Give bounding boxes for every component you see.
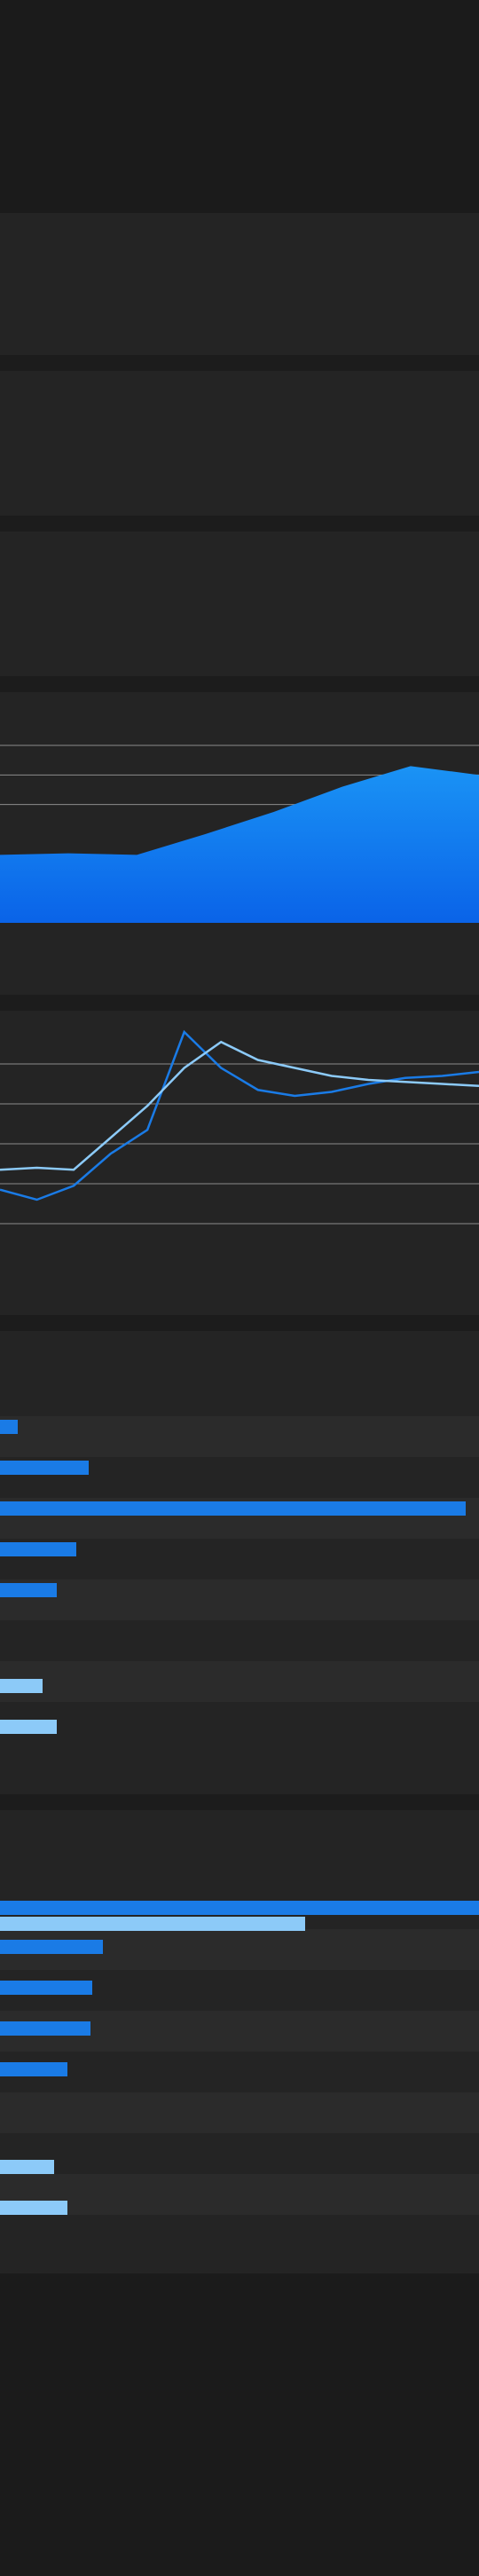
bar-series2-1 — [0, 1679, 43, 1693]
row-stripe — [0, 2174, 479, 2215]
bar-series1-5 — [0, 1583, 57, 1597]
line-series-2 — [0, 1040, 479, 1171]
bar-series2-2 — [0, 2160, 54, 2174]
bar-series2-1 — [0, 1917, 305, 1931]
line-chart-panel — [0, 1011, 479, 1315]
bar-chart-2 — [0, 1901, 479, 2215]
bar-series1-5 — [0, 2062, 67, 2076]
bar-series1-3 — [0, 1981, 92, 1995]
panel-divider — [0, 995, 479, 1011]
bar-series1-3 — [0, 1501, 466, 1516]
empty-panel-3 — [0, 532, 479, 676]
bar-series1-4 — [0, 1542, 76, 1556]
row-stripe — [0, 1661, 479, 1702]
panel-divider — [0, 1794, 479, 1810]
panel-divider — [0, 1315, 479, 1331]
panel-divider — [0, 355, 479, 371]
area-chart-panel — [0, 692, 479, 995]
empty-panel-2 — [0, 371, 479, 516]
bar-series1-1 — [0, 1901, 479, 1915]
bar-series2-3 — [0, 2201, 67, 2215]
row-stripe — [0, 1416, 479, 1457]
bar-series1-4 — [0, 2021, 90, 2036]
bar-chart-panel-1 — [0, 1331, 479, 1794]
panel-divider — [0, 516, 479, 532]
empty-panel-1 — [0, 213, 479, 355]
row-stripe — [0, 2092, 479, 2133]
row-stripe — [0, 1579, 479, 1620]
area-series — [0, 766, 479, 923]
bar-series1-1 — [0, 1420, 18, 1434]
area-chart — [0, 744, 479, 923]
bar-chart-panel-2 — [0, 1810, 479, 2273]
bar-series2-2 — [0, 1720, 57, 1734]
line-series-1 — [0, 1029, 479, 1201]
bar-chart-1 — [0, 1416, 479, 1734]
bar-series1-2 — [0, 1461, 89, 1475]
line-chart — [0, 1029, 479, 1225]
bar-series1-2 — [0, 1940, 103, 1954]
panel-divider — [0, 676, 479, 692]
